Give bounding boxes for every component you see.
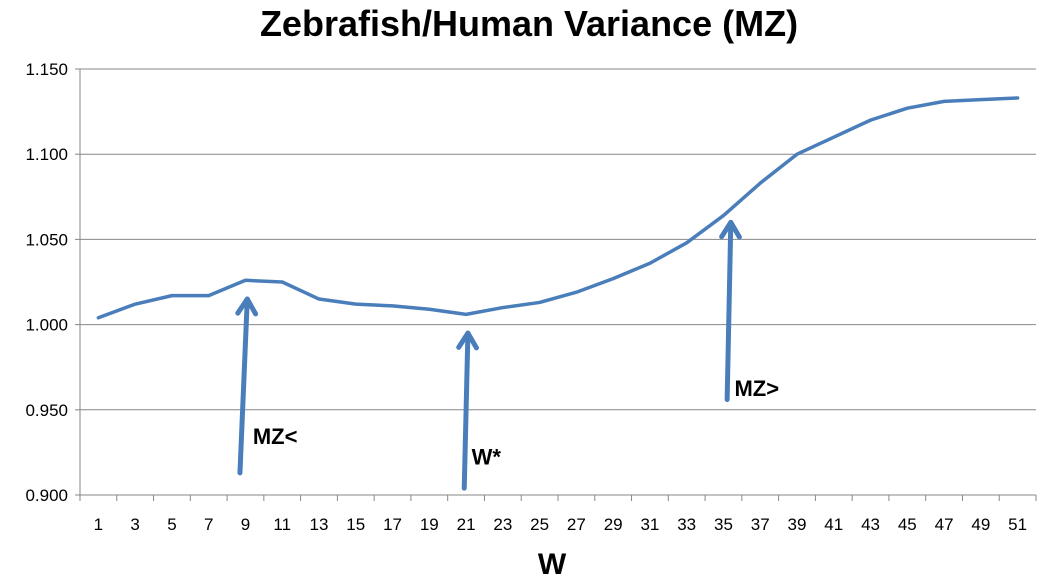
x-tick-label: 5 [167, 515, 176, 534]
x-tick-label: 7 [204, 515, 213, 534]
data-point [942, 100, 946, 103]
annotation-arrow [456, 330, 479, 491]
y-tick-label: 1.000 [25, 316, 68, 335]
x-tick-label: 3 [130, 515, 139, 534]
x-tick-label: 49 [971, 515, 990, 534]
x-tick-label: 11 [273, 515, 291, 534]
x-tick-label: 37 [751, 515, 770, 534]
x-tick-label: 29 [604, 515, 623, 534]
x-tick-label: 25 [530, 515, 549, 534]
data-point [317, 297, 321, 301]
data-point [428, 308, 431, 311]
arrow-shaft [461, 330, 471, 491]
x-tick-label: 23 [493, 515, 512, 534]
data-point [354, 302, 357, 306]
arrow-shaft [237, 296, 250, 476]
x-tick-label: 15 [346, 515, 365, 534]
annotation-label: W* [472, 444, 502, 469]
x-tick-label: 39 [788, 515, 807, 534]
x-tick-label: 17 [383, 515, 402, 534]
x-tick-label: 45 [898, 515, 917, 534]
x-axis-title: W [538, 548, 567, 578]
data-point [611, 277, 615, 280]
annotations: MZ< W* MZ> [235, 219, 779, 491]
plot-area [96, 96, 1020, 320]
x-tick-label: 31 [640, 515, 659, 534]
series-line [96, 96, 1020, 320]
x-tick-label: 33 [677, 515, 696, 534]
data-point [575, 291, 578, 294]
x-tick-label: 41 [824, 515, 843, 534]
data-point [832, 135, 835, 139]
data-point [501, 306, 505, 309]
chart-title: Zebrafish/Human Variance (MZ) [260, 3, 798, 44]
x-tick-label: 1 [94, 515, 103, 534]
x-tick-label: 19 [420, 515, 439, 534]
x-tick-label: 27 [567, 515, 586, 534]
y-tick-label: 1.100 [25, 145, 68, 164]
data-point [759, 181, 762, 185]
annotation-label: MZ> [734, 376, 779, 401]
x-tick-label: 51 [1008, 515, 1027, 534]
x-tick-label: 9 [241, 515, 250, 534]
x-tick-label: 21 [457, 515, 476, 534]
arrow-head [719, 219, 742, 240]
y-tick-label: 1.050 [25, 230, 68, 249]
y-tick-label: 1.150 [25, 60, 68, 79]
data-point [795, 153, 799, 156]
data-point [207, 294, 210, 297]
annotation-label: MZ< [253, 424, 298, 449]
data-point [281, 280, 284, 284]
data-point [869, 118, 872, 122]
data-point [979, 98, 983, 101]
data-point [648, 262, 652, 265]
data-point [170, 294, 174, 297]
x-tick-label: 47 [935, 515, 954, 534]
y-tick-label: 0.950 [25, 401, 68, 420]
data-point [391, 304, 394, 308]
x-tick-label: 35 [714, 515, 733, 534]
gridlines [80, 68, 1036, 411]
data-point [244, 279, 247, 282]
data-point [685, 241, 688, 245]
data-point [1016, 96, 1019, 100]
data-point [97, 316, 100, 319]
x-tick-label: 13 [310, 515, 329, 534]
data-point [464, 313, 468, 316]
arrow-shaft [724, 219, 734, 403]
data-point [906, 106, 909, 110]
data-point [133, 302, 137, 306]
annotation-arrow [235, 296, 259, 476]
arrow-head [456, 330, 479, 351]
data-point [538, 301, 541, 304]
x-tick-label: 43 [861, 515, 880, 534]
arrow-head [235, 296, 259, 317]
y-tick-label: 0.900 [25, 486, 68, 505]
annotation-arrow [719, 219, 742, 403]
data-point [722, 214, 725, 217]
